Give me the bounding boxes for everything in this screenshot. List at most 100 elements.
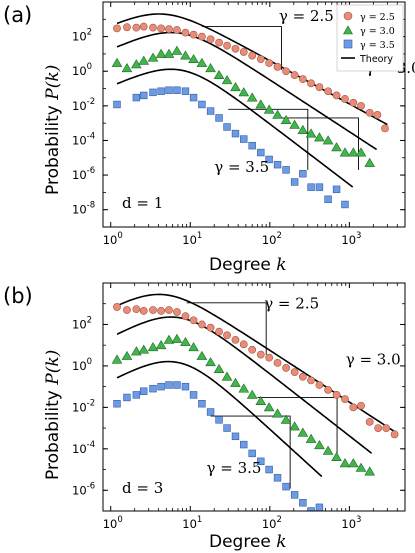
data-point-circle (265, 59, 274, 67)
data-point-square (290, 178, 299, 186)
data-point-triangle (111, 354, 123, 364)
slope-triangle (278, 117, 359, 170)
data-point-circle (273, 358, 282, 367)
data-point-triangle (364, 157, 376, 167)
data-point-square (149, 384, 157, 393)
y-tick-label: 102 (72, 28, 92, 44)
data-point-triangle (263, 104, 275, 114)
slope-triangle (210, 415, 291, 489)
data-point-triangle (246, 389, 258, 399)
panel-a: (a) 100 101 102 103 10-8 10-6 10-4 10-2 100 102 γ… (3, 1, 415, 275)
data-point-square (173, 86, 181, 94)
slope-triangle (228, 108, 309, 170)
data-point-square (248, 449, 256, 458)
data-point-triangle (331, 142, 342, 152)
data-point-square (181, 87, 190, 95)
data-point-circle (365, 417, 374, 426)
data-point-triangle (163, 334, 175, 344)
theory-curve (116, 316, 373, 454)
panel-b-data-points (111, 303, 399, 511)
data-point-square (157, 87, 165, 95)
data-point-circle (390, 430, 399, 439)
slope-triangle (186, 302, 267, 355)
data-point-circle (123, 306, 131, 314)
data-point-triangle (230, 81, 241, 92)
panel-b-dimension-label: d = 3 (122, 479, 163, 497)
panel-b-label: (b) (3, 284, 33, 308)
panel-b-gamma-labels: γ = 2.5 γ = 3.0 γ = 3.5 (207, 294, 401, 476)
data-point-triangle (347, 458, 359, 468)
data-point-circle (382, 424, 391, 432)
data-point-square (165, 381, 173, 389)
legend: γ = 2.5 γ = 3.0 γ = 3.5 Theory (336, 4, 404, 72)
x-tick-label: 101 (182, 231, 202, 247)
data-point-square (149, 88, 157, 97)
data-point-circle (165, 306, 173, 314)
data-point-square (113, 400, 121, 408)
data-point-square (206, 107, 215, 115)
data-point-square (240, 440, 248, 449)
data-point-triangle (121, 62, 133, 73)
panel-b-y-axis-label: Probability P(k) (43, 350, 63, 480)
data-point-circle (357, 401, 365, 410)
legend-label-theory: Theory (359, 54, 393, 65)
panel-a-ticks: 100 101 102 103 10-8 10-6 10-4 10-2 100 102 (72, 1, 406, 247)
data-point-square (140, 91, 148, 100)
data-point-circle (239, 340, 248, 349)
y-tick-label: 102 (72, 315, 92, 331)
y-tick-label: 10-4 (72, 131, 95, 147)
data-point-triangle (221, 75, 233, 85)
data-point-square (223, 123, 231, 131)
data-point-triangle (364, 466, 376, 476)
data-point-triangle (171, 45, 183, 55)
data-point-triangle (238, 383, 250, 393)
data-point-circle (307, 376, 315, 385)
y-tick-label: 100 (72, 62, 92, 78)
data-point-triangle (289, 421, 300, 431)
data-point-triangle (147, 341, 159, 352)
panel-b-x-axis-label: Degree k (209, 532, 287, 552)
data-point-circle (298, 372, 307, 381)
theory-curve (116, 68, 354, 188)
data-point-triangle (355, 147, 367, 157)
data-point-square (299, 499, 307, 507)
panel-a-dimension-label: d = 1 (122, 194, 163, 212)
data-point-triangle (221, 371, 233, 381)
data-point-square (315, 183, 324, 191)
data-point-square (257, 457, 265, 465)
data-point-circle (139, 22, 148, 31)
data-point-circle (374, 424, 383, 432)
panel-a-y-axis-label: Probability P(k) (43, 65, 63, 195)
data-point-triangle (188, 341, 199, 352)
data-point-square (165, 86, 173, 94)
data-point-square (307, 183, 315, 191)
data-point-triangle (188, 53, 199, 64)
y-tick-label: 10-8 (72, 201, 95, 217)
data-point-circle (139, 307, 148, 315)
data-point-circle (189, 316, 198, 325)
data-point-square (189, 93, 198, 102)
data-point-circle (282, 67, 290, 76)
data-point-circle (197, 32, 206, 41)
data-point-square (248, 141, 256, 150)
data-point-circle (223, 331, 231, 340)
data-point-circle (341, 395, 349, 404)
data-point-triangle (305, 128, 317, 138)
data-point-triangle (155, 48, 167, 58)
data-point-triangle (205, 357, 216, 367)
y-tick-label: 10-4 (72, 440, 95, 456)
data-point-triangle (147, 52, 159, 62)
data-point-circle (206, 323, 215, 332)
data-point-circle (341, 95, 349, 103)
data-point-triangle (196, 350, 208, 360)
data-point-square (290, 491, 299, 499)
data-point-triangle (263, 402, 275, 412)
data-point-square (231, 129, 240, 138)
data-point-square (215, 114, 223, 122)
legend-label-3-0: γ = 3.0 (360, 26, 395, 37)
data-point-triangle (155, 339, 167, 350)
data-point-square (132, 391, 141, 399)
panel-b-frame (102, 282, 406, 512)
theory-curve (116, 293, 396, 433)
data-point-circle (215, 38, 223, 47)
